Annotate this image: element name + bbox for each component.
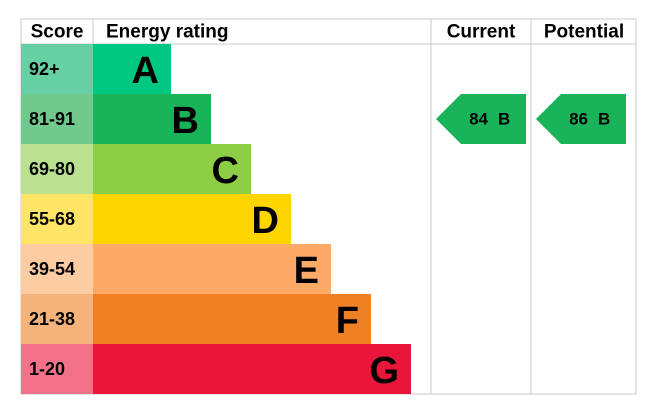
potential-value: 86 <box>569 110 588 129</box>
header-current: Current <box>447 22 516 43</box>
rating-letter: A <box>132 50 159 92</box>
score-cell <box>21 94 93 144</box>
score-label: 92+ <box>29 59 60 79</box>
score-cell <box>21 344 93 394</box>
rating-letter: F <box>336 300 359 342</box>
current-value: 84 <box>469 110 488 129</box>
rating-bar <box>93 44 171 94</box>
potential-arrow <box>536 94 626 144</box>
current-arrow <box>436 94 526 144</box>
score-label: 21-38 <box>29 309 75 329</box>
potential-letter: B <box>598 110 610 129</box>
header-rating: Energy rating <box>106 22 228 43</box>
score-label: 55-68 <box>29 209 75 229</box>
header-score: Score <box>31 22 84 43</box>
rating-letter: E <box>294 250 319 292</box>
score-label: 39-54 <box>29 259 75 279</box>
rating-bar <box>93 94 211 144</box>
rating-letter: G <box>369 350 399 392</box>
rating-bar <box>93 294 371 344</box>
score-cell <box>21 294 93 344</box>
rating-bar <box>93 344 411 394</box>
score-cell <box>21 194 93 244</box>
rating-bar <box>93 194 291 244</box>
score-cell <box>21 44 93 94</box>
current-letter: B <box>498 110 510 129</box>
score-label: 69-80 <box>29 159 75 179</box>
rating-bar <box>93 144 251 194</box>
rating-letter: B <box>172 100 199 142</box>
score-cell <box>21 244 93 294</box>
rating-letter: C <box>212 150 239 192</box>
rating-letter: D <box>252 200 279 242</box>
score-label: 1-20 <box>29 359 65 379</box>
header-potential: Potential <box>544 22 624 43</box>
score-label: 81-91 <box>29 109 75 129</box>
score-cell <box>21 144 93 194</box>
rating-bar <box>93 244 331 294</box>
